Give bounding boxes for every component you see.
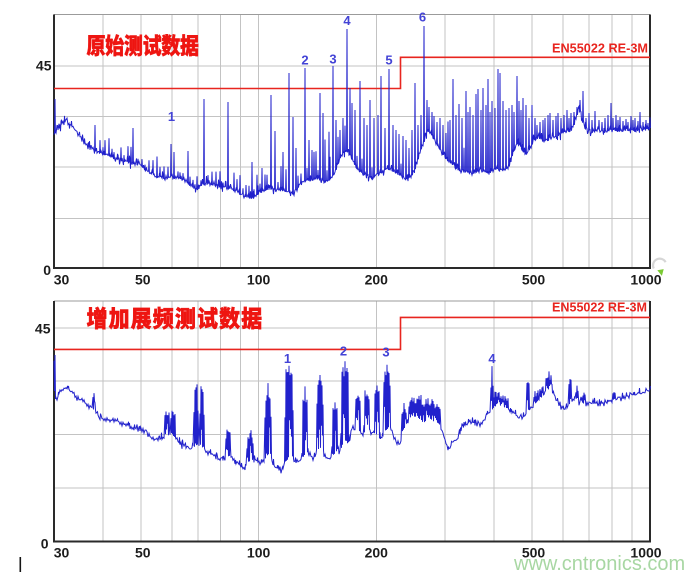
svg-text:50: 50 [135, 545, 151, 561]
svg-text:100: 100 [247, 272, 271, 288]
svg-text:2: 2 [301, 53, 308, 68]
svg-text:5: 5 [385, 53, 392, 68]
svg-text:3: 3 [329, 52, 336, 67]
svg-text:45: 45 [36, 58, 52, 74]
svg-text:EN55022 RE-3M: EN55022 RE-3M [552, 300, 647, 315]
svg-text:4: 4 [488, 351, 496, 366]
svg-text:4: 4 [343, 13, 351, 28]
svg-text:45: 45 [35, 321, 51, 337]
svg-text:6: 6 [419, 10, 426, 25]
svg-text:50: 50 [135, 272, 151, 288]
svg-text:1000: 1000 [630, 272, 661, 288]
svg-text:1: 1 [168, 109, 175, 124]
svg-text:100: 100 [247, 545, 271, 561]
svg-text:0: 0 [41, 536, 49, 552]
svg-text:2: 2 [340, 344, 347, 359]
svg-text:500: 500 [522, 545, 546, 561]
svg-text:30: 30 [54, 272, 70, 288]
svg-text:200: 200 [365, 545, 389, 561]
svg-text:1: 1 [284, 351, 291, 366]
svg-text:3: 3 [382, 345, 389, 360]
svg-text:30: 30 [54, 545, 70, 561]
svg-text:500: 500 [522, 272, 546, 288]
svg-text:1000: 1000 [630, 545, 661, 561]
svg-text:0: 0 [43, 262, 51, 278]
svg-text:200: 200 [365, 272, 389, 288]
svg-text:www.cntronics.com: www.cntronics.com [513, 553, 685, 575]
svg-text:EN55022 RE-3M: EN55022 RE-3M [552, 41, 648, 56]
